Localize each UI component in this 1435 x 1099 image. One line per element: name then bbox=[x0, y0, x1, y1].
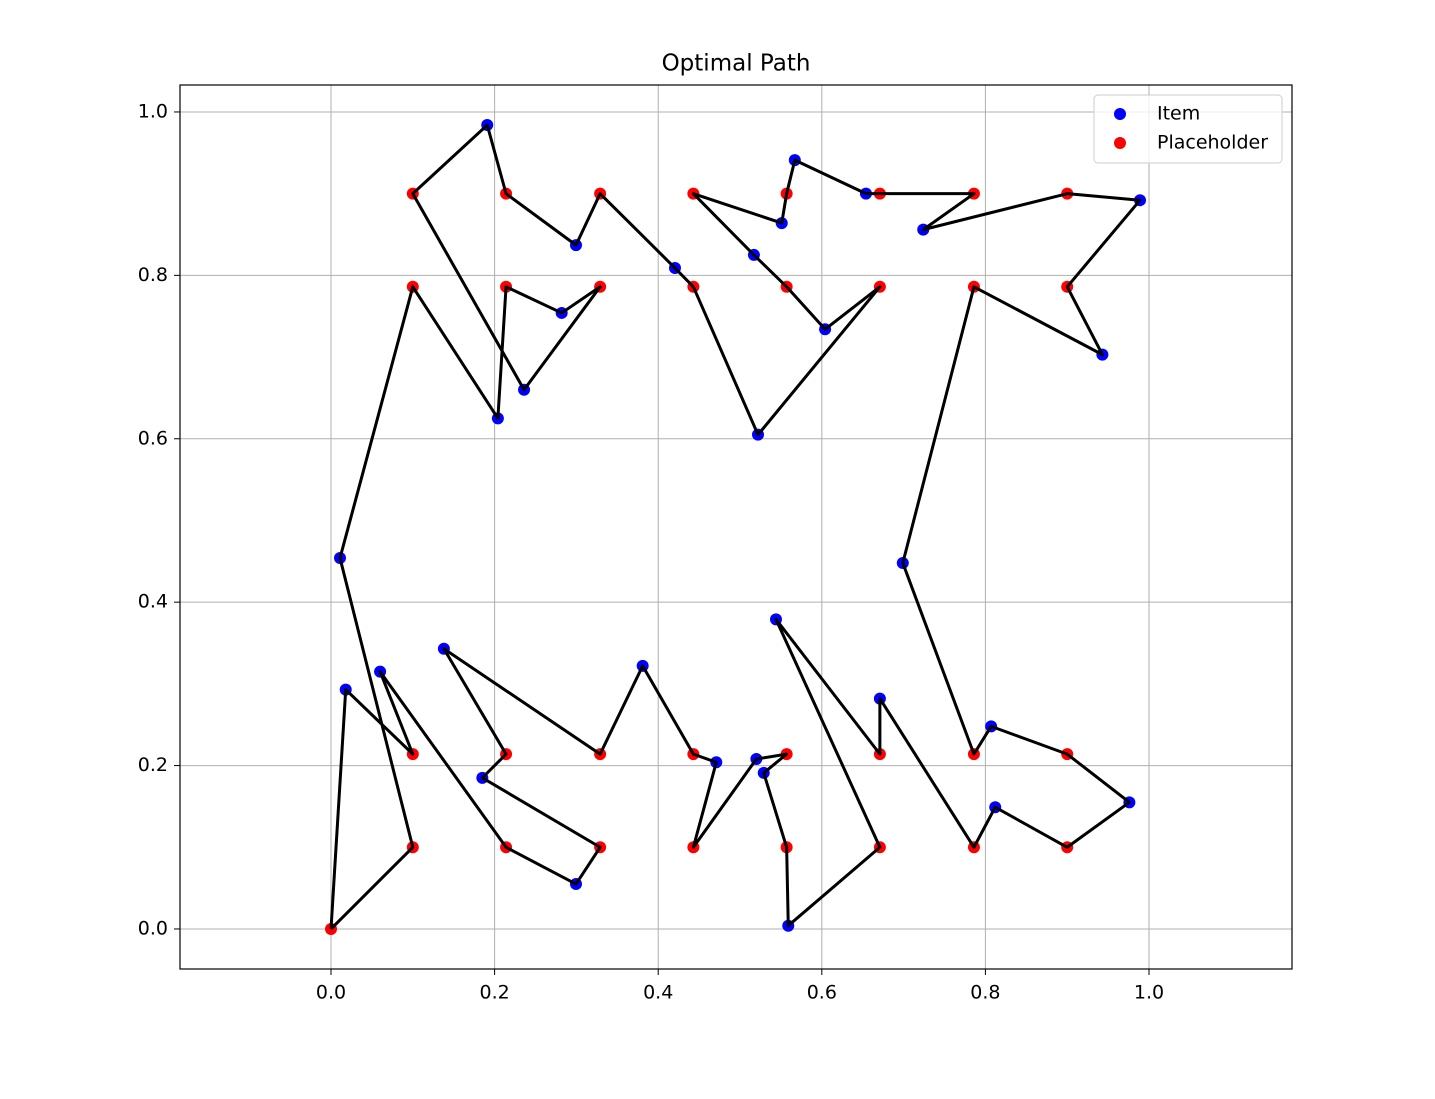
y-tick-label: 0.2 bbox=[138, 754, 168, 776]
legend-marker bbox=[1114, 108, 1126, 120]
x-tick-label: 0.8 bbox=[970, 982, 1000, 1004]
y-tick-label: 0.8 bbox=[138, 264, 168, 286]
chart-title: Optimal Path bbox=[662, 51, 811, 77]
x-tick-label: 0.2 bbox=[479, 982, 509, 1004]
x-tick-label: 0.4 bbox=[643, 982, 673, 1004]
y-tick-label: 1.0 bbox=[138, 100, 168, 122]
path-line bbox=[329, 123, 1142, 931]
plot-frame bbox=[179, 84, 1293, 970]
x-tick-label: 0.6 bbox=[807, 982, 837, 1004]
x-tick-label: 0.0 bbox=[316, 982, 346, 1004]
y-tick-label: 0.6 bbox=[138, 427, 168, 449]
y-tick-label: 0.4 bbox=[138, 591, 168, 613]
legend-label: Placeholder bbox=[1157, 132, 1268, 154]
legend-marker bbox=[1114, 137, 1126, 149]
legend-label: Item bbox=[1157, 103, 1200, 125]
y-tick-label: 0.0 bbox=[138, 917, 168, 939]
x-tick-label: 1.0 bbox=[1134, 982, 1164, 1004]
legend-box bbox=[1093, 94, 1283, 164]
